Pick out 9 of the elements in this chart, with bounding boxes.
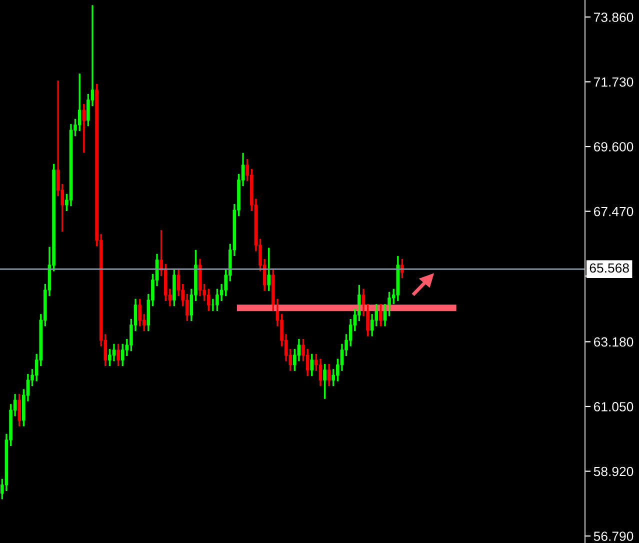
y-tick-label: 67.470 [594,206,634,216]
y-tick-label: 63.180 [594,337,634,347]
y-tick-label: 73.860 [594,12,634,22]
y-tick-label: 71.730 [594,77,634,87]
y-tick-label: 69.600 [594,142,634,152]
y-tick-label: 58.920 [594,466,634,476]
ref-line-label: 65.568 [590,263,629,273]
y-tick-label: 61.050 [594,402,634,412]
y-tick-label: 56.790 [594,532,634,541]
